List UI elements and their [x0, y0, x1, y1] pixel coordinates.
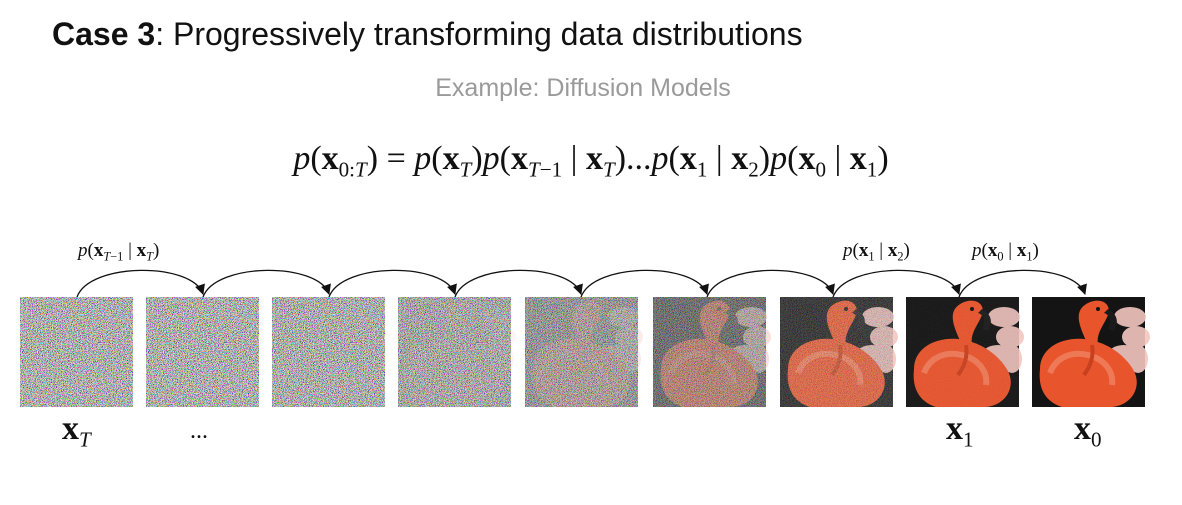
slide-title: Case 3: Progressively transforming data …: [52, 16, 803, 53]
transition-arrow: [958, 269, 1087, 298]
label-x0: x0: [1074, 410, 1102, 452]
frame-4-noisy-flamingo: [525, 297, 643, 407]
transition-arrow: [580, 269, 709, 298]
transition-arrow: [454, 269, 583, 298]
transition-arrows: [76, 269, 1087, 298]
frame-1-noise: [146, 297, 259, 407]
label-ellipsis: ...: [190, 418, 208, 444]
arrow-label-first-step: p(xT−1 | xT): [78, 240, 160, 264]
frame-3-noise: [398, 297, 516, 407]
frame-7-flamingo: [906, 297, 1024, 407]
joint-distribution-equation: p(x0:T) = p(xT)p(xT−1 | xT)...p(x1 | x2)…: [293, 140, 889, 182]
transition-arrow: [202, 269, 331, 298]
transition-arrow: [706, 269, 835, 298]
frame-2-noise: [272, 297, 390, 407]
label-x1: x1: [946, 410, 974, 452]
frame-5-noisy-flamingo: [653, 297, 771, 407]
slide-subtitle: Example: Diffusion Models: [435, 74, 731, 102]
frame-strip: [20, 297, 1150, 407]
transition-arrow: [76, 269, 205, 298]
title-text: : Progressively transforming data distri…: [155, 16, 803, 52]
transition-arrow: [832, 269, 961, 298]
label-xT: xT: [62, 410, 91, 452]
frame-0-noise: [20, 297, 133, 407]
arrow-label-x0-given-x1: p(x0 | x1): [972, 240, 1039, 264]
frame-8-flamingo-clean: [1032, 297, 1150, 407]
transition-arrow: [328, 269, 457, 298]
frame-6-noisy-flamingo: [780, 297, 898, 407]
arrow-label-x1-given-x2: p(x1 | x2): [843, 240, 910, 264]
title-case-label: Case 3: [52, 16, 156, 52]
